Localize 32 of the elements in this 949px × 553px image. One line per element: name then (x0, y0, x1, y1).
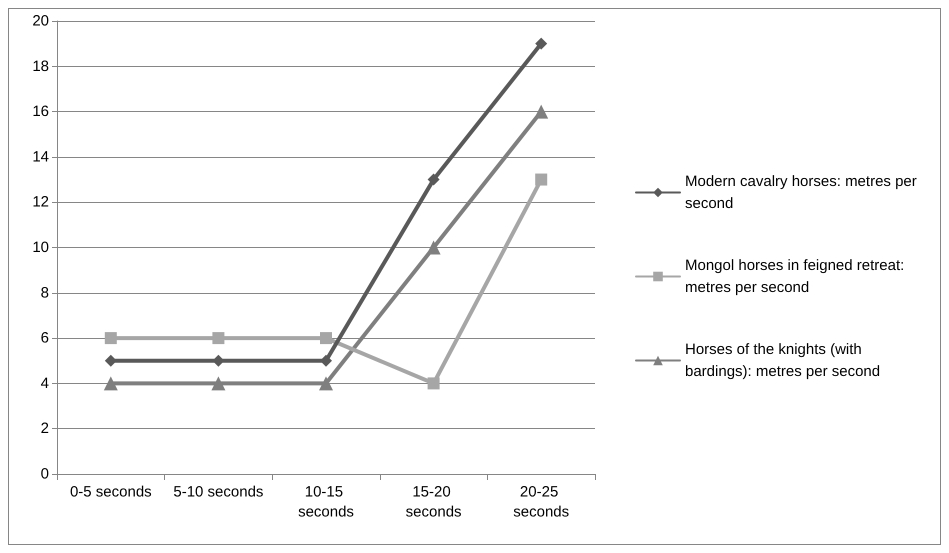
y-tick-label: 8 (40, 284, 49, 302)
legend-label: Mongol horses in feigned retreat: metres per second (685, 257, 908, 296)
point (428, 174, 440, 186)
y-tick-label: 12 (32, 194, 49, 211)
y-tick-label: 4 (40, 374, 49, 392)
y-tick-label: 6 (40, 330, 49, 347)
point (535, 38, 548, 50)
x-tick-label: 5-10 seconds (173, 484, 264, 500)
y-tick-label: 16 (32, 103, 49, 120)
point (104, 332, 117, 344)
x-tick-label: 15-20 seconds (406, 484, 462, 520)
point (104, 376, 118, 390)
y-tick-label: 10 (32, 239, 49, 256)
y-tick-label: 14 (32, 148, 49, 166)
x-tick-label: 10-15 seconds (298, 484, 354, 520)
point (534, 104, 548, 119)
legend-label: Horses of the knights (with bardings): metres per second (685, 341, 880, 380)
point (426, 240, 441, 254)
y-tick-label: 2 (40, 420, 49, 438)
x-tick-label: 0-5 seconds (70, 484, 152, 500)
point (212, 332, 224, 344)
point (320, 332, 332, 344)
point (428, 377, 440, 390)
point (535, 174, 548, 186)
y-tick-label: 18 (32, 58, 49, 75)
x-tick-label: 20-25 seconds (513, 484, 570, 520)
legend-label: Modern cavalry horses: metres per second (685, 173, 921, 212)
point (320, 354, 332, 367)
point (319, 376, 333, 390)
y-tick-label: 20 (32, 12, 49, 30)
point (211, 376, 226, 390)
y-tick-label: 0 (40, 466, 49, 482)
